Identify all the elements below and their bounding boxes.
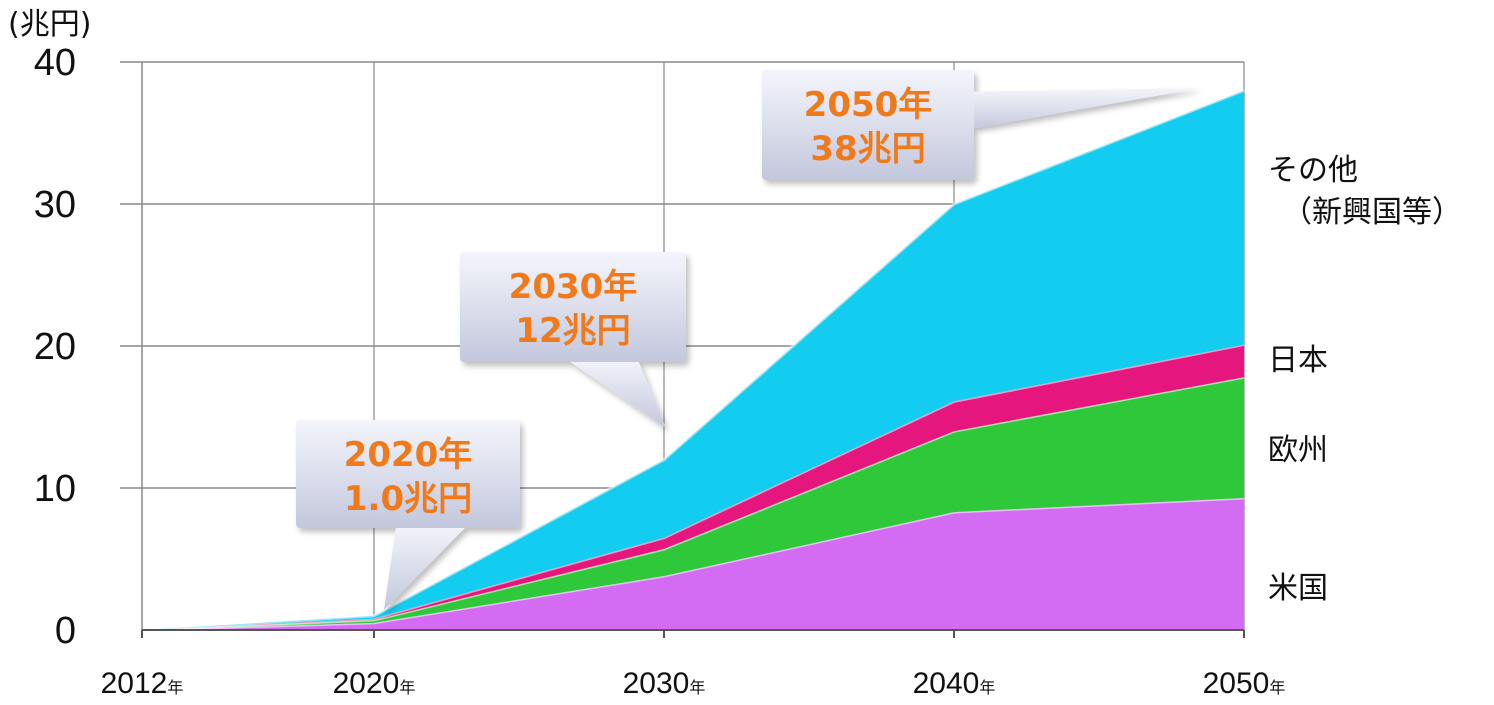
callout-box — [762, 70, 974, 180]
y-tick-label: 0 — [55, 610, 76, 652]
series-labels: 米国 欧州 日本 その他 （新興国等） — [1268, 153, 1462, 606]
x-tick-label: 2040年 — [913, 667, 996, 700]
y-tick-label: 30 — [34, 184, 76, 226]
callout-2050 — [762, 70, 1200, 180]
y-tick-label: 20 — [34, 326, 76, 368]
callout-line2: 12兆円 — [515, 311, 630, 351]
callout-line1: 2050年 — [804, 85, 933, 125]
stacked-areas — [141, 89, 1245, 632]
callout-tail — [561, 356, 666, 428]
area-series-1 — [142, 377, 1244, 630]
callout-tail — [384, 522, 471, 610]
callout-line2: 38兆円 — [810, 129, 925, 169]
callout-box — [296, 420, 520, 528]
series-label-3: （新興国等） — [1282, 195, 1462, 230]
y-tick-label: 40 — [34, 42, 76, 84]
area-series-2 — [142, 344, 1244, 630]
axes: 0 10 20 30 40 2012年 2020年 2030年 2040年 2050年 — [34, 42, 1286, 700]
x-tick-label: 2020年 — [333, 667, 416, 700]
callout-2020 — [296, 420, 520, 610]
y-unit-label: (兆円) — [8, 7, 91, 42]
x-tick-label: 2030年 — [623, 667, 706, 700]
x-tick-label: 2050年 — [1203, 667, 1286, 700]
callout-tail — [964, 88, 1200, 130]
series-label-0: 米国 — [1268, 571, 1328, 606]
series-label-3: その他 — [1268, 153, 1358, 188]
callout-2030 — [460, 252, 686, 428]
series-label-1: 欧州 — [1268, 433, 1328, 468]
y-tick-label: 10 — [34, 468, 76, 510]
x-tick-label: 2012年 — [101, 667, 184, 700]
callout-line1: 2030年 — [509, 267, 638, 307]
callout-line2: 1.0兆円 — [344, 479, 472, 519]
area-series-3 — [142, 90, 1244, 630]
series-label-2: 日本 — [1268, 343, 1328, 378]
callout-line1: 2020年 — [344, 435, 473, 475]
callout-box — [460, 252, 686, 362]
area-edge-3 — [141, 89, 1245, 632]
area-series-0 — [142, 497, 1244, 630]
